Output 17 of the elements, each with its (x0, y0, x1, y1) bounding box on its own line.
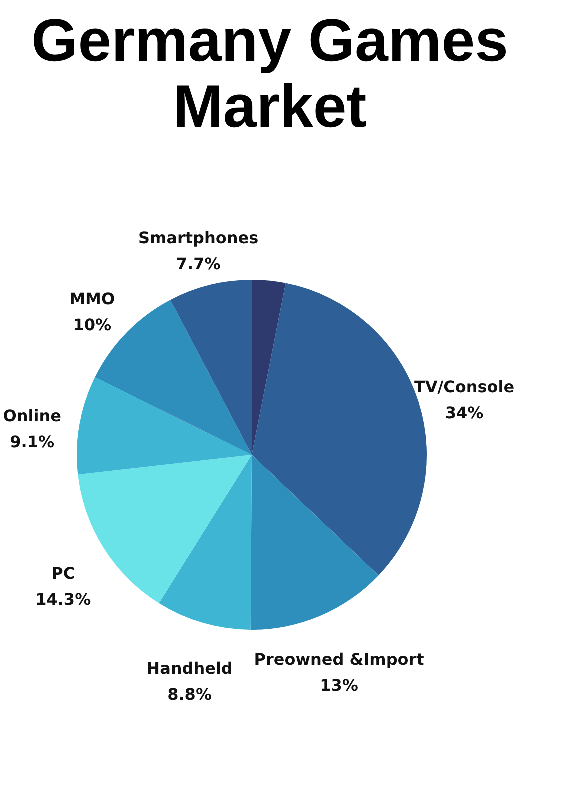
pie-slice (252, 280, 286, 455)
slice-label: Handheld (146, 659, 233, 678)
slice-label: Online (3, 406, 62, 426)
slice-label: TV/Console (414, 377, 515, 396)
data-label: 8.8% (168, 685, 212, 704)
chart-title: Germany Games Market (30, 7, 510, 140)
slice-label: PC (52, 564, 76, 583)
pie-slice (250, 455, 379, 630)
data-label: 10% (73, 315, 112, 334)
data-label: 9.1% (10, 432, 55, 452)
data-label: 34% (445, 403, 484, 422)
data-label: 7.7% (176, 254, 221, 274)
data-label: 13% (320, 676, 358, 696)
data-label: 14.3% (36, 590, 92, 609)
slice-label: Preowned &Import (254, 650, 425, 670)
slice-label: MMO (70, 289, 116, 308)
slice-label: Smartphones (138, 228, 259, 248)
